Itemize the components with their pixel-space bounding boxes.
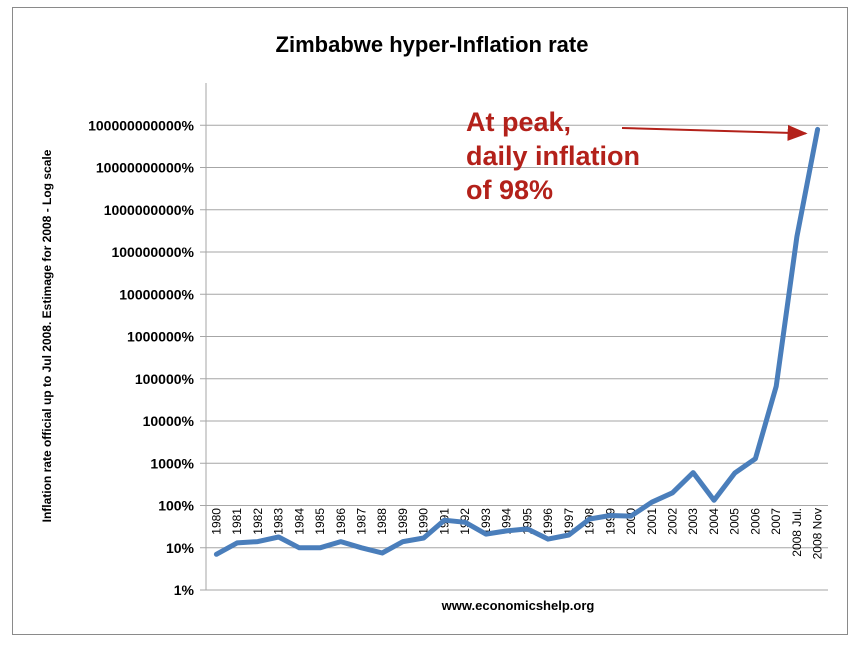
x-tick-label: 1999 [603, 508, 617, 535]
x-tick-label: 1987 [355, 508, 369, 535]
annotation-line-1: At peak, [466, 107, 571, 137]
annotation-line-2: daily inflation [466, 141, 640, 171]
x-tick-label: 2007 [769, 508, 783, 535]
x-tick-label: 1990 [417, 508, 431, 535]
x-tick-label: 2008 Jul. [790, 508, 804, 557]
y-tick-label: 100000% [135, 371, 195, 387]
x-tick-label: 1996 [541, 508, 555, 535]
x-tick-label: 1988 [375, 508, 389, 535]
y-tick-label: 1000% [150, 455, 194, 471]
x-tick-label: 1984 [292, 508, 306, 535]
series-line [213, 126, 821, 557]
x-tick-label: 2008 Nov [811, 508, 825, 559]
y-tick-label: 10000000% [119, 286, 194, 302]
y-tick-label: 100% [158, 498, 194, 514]
x-tick-label: 2004 [707, 508, 721, 535]
x-tick-label: 2006 [748, 508, 762, 535]
x-tick-label: 1981 [230, 508, 244, 535]
x-tick-label: 1985 [313, 508, 327, 535]
y-tick-label: 10000% [143, 413, 195, 429]
x-tick-label: 1986 [334, 508, 348, 535]
source-label: www.economicshelp.org [441, 598, 595, 613]
y-tick-label: 10% [166, 540, 195, 556]
x-tick-label: 1980 [209, 508, 223, 535]
x-tick-label: 2005 [728, 508, 742, 535]
chart-title: Zimbabwe hyper-Inflation rate [276, 32, 589, 57]
annotation-line-3: of 98% [466, 175, 553, 205]
x-tick-label: 2003 [686, 508, 700, 535]
x-tick-label: 1982 [251, 508, 265, 535]
y-tick-label: 1% [174, 582, 195, 598]
y-axis-label: Inflation rate official up to Jul 2008. … [40, 149, 54, 522]
x-tick-label: 2002 [666, 508, 680, 535]
grid-lines [200, 83, 828, 591]
y-tick-label: 1000000% [127, 329, 195, 345]
x-tick-label: 2001 [645, 508, 659, 535]
x-tick-label: 1997 [562, 508, 576, 535]
x-tick-label: 1989 [396, 508, 410, 535]
series-group [213, 126, 821, 557]
y-tick-labels: 1% 10% 100% 1000% 10000% 100000% 1000000% 10000… [88, 117, 194, 598]
x-tick-label: 1983 [272, 508, 286, 535]
x-tick-label: 1994 [500, 508, 514, 535]
annotation-arrow [621, 124, 808, 141]
x-tick-label: 1993 [479, 508, 493, 535]
x-tick-labels: 1980 1981 1982 1983 1984 1985 1986 1987 1988 1989… [209, 508, 824, 560]
peak-annotation: At peak, daily inflation of 98% [466, 107, 808, 205]
y-tick-label: 10000000000% [96, 160, 195, 176]
y-tick-label: 1000000000% [104, 202, 195, 218]
y-tick-label: 100000000000% [88, 117, 194, 133]
y-tick-label: 100000000% [111, 244, 194, 260]
